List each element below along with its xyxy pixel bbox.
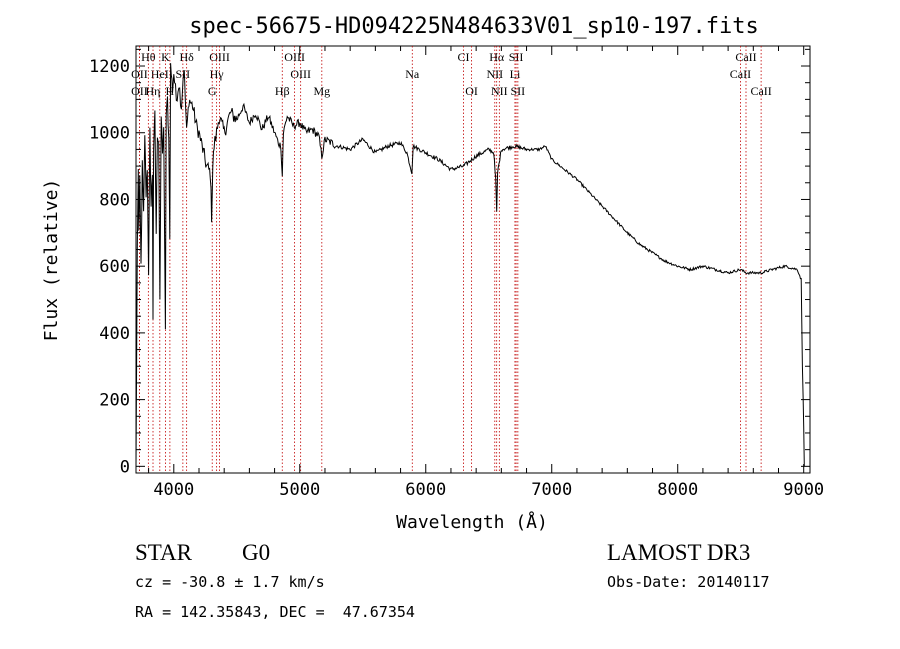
line-marker-label: Hβ xyxy=(275,84,290,98)
y-tick-label: 400 xyxy=(99,324,130,344)
line-marker-label: CaII xyxy=(735,50,756,64)
object-class: STAR xyxy=(135,540,192,565)
line-marker-label: Hη xyxy=(146,84,161,98)
y-axis-label: Flux (relative) xyxy=(41,179,62,342)
y-tick-label: 1000 xyxy=(89,124,130,144)
line-marker-label: OI xyxy=(465,84,478,98)
y-tick-label: 200 xyxy=(99,391,130,411)
line-marker-label: CI xyxy=(458,50,470,64)
chart-title: spec-56675-HD094225N484633V01_sp10-197.f… xyxy=(189,14,759,39)
survey-name: LAMOST DR3 xyxy=(607,540,751,565)
line-marker-label: OIII xyxy=(290,67,311,81)
line-marker-label: Li xyxy=(510,67,521,81)
coordinates: RA = 142.35843, DEC = 47.67354 xyxy=(135,603,415,621)
line-marker-label: SII xyxy=(176,67,191,81)
line-marker-label: OIII xyxy=(209,50,230,64)
redshift-info: cz = -30.8 ± 1.7 km/s xyxy=(135,573,325,591)
line-marker-label: CaII xyxy=(730,67,751,81)
x-tick-label: 7000 xyxy=(531,480,572,500)
flux-series-line xyxy=(135,63,805,467)
object-subclass: G0 xyxy=(242,540,271,565)
line-marker-label: Hγ xyxy=(210,67,225,81)
line-marker-label: NII xyxy=(491,84,508,98)
line-marker-label: HeI xyxy=(151,67,169,81)
line-marker-label: SII xyxy=(511,84,526,98)
line-marker-label: NII xyxy=(486,67,503,81)
line-marker-label: Mg xyxy=(313,84,330,98)
x-tick-label: 9000 xyxy=(783,480,824,500)
observation-date: Obs-Date: 20140117 xyxy=(607,573,770,591)
x-tick-label: 8000 xyxy=(657,480,698,500)
line-marker-label: Na xyxy=(405,67,420,81)
line-marker-label: OIII xyxy=(284,50,305,64)
line-marker-label: G xyxy=(208,84,217,98)
x-axis-label: Wavelength (Å) xyxy=(396,511,548,533)
y-tick-label: 800 xyxy=(99,190,130,210)
y-tick-label: 0 xyxy=(120,457,130,477)
x-tick-label: 6000 xyxy=(405,480,446,500)
x-tick-label: 4000 xyxy=(153,480,194,500)
plot-frame xyxy=(135,45,811,474)
line-marker-label: Hθ xyxy=(141,50,156,64)
line-marker-label: OII xyxy=(131,84,148,98)
axis-ticks: 4000 5000 6000 7000 8000 9000 0 200 400 600 800 100… xyxy=(89,46,824,500)
line-marker-label: Hδ xyxy=(179,50,194,64)
y-tick-label: 1200 xyxy=(89,57,130,77)
x-tick-label: 5000 xyxy=(279,480,320,500)
y-tick-label: 600 xyxy=(99,257,130,277)
line-marker-label: SII xyxy=(509,50,524,64)
line-marker-label: CaII xyxy=(750,84,771,98)
line-marker-label: K xyxy=(161,50,170,64)
line-marker-label: Hα xyxy=(489,50,505,64)
